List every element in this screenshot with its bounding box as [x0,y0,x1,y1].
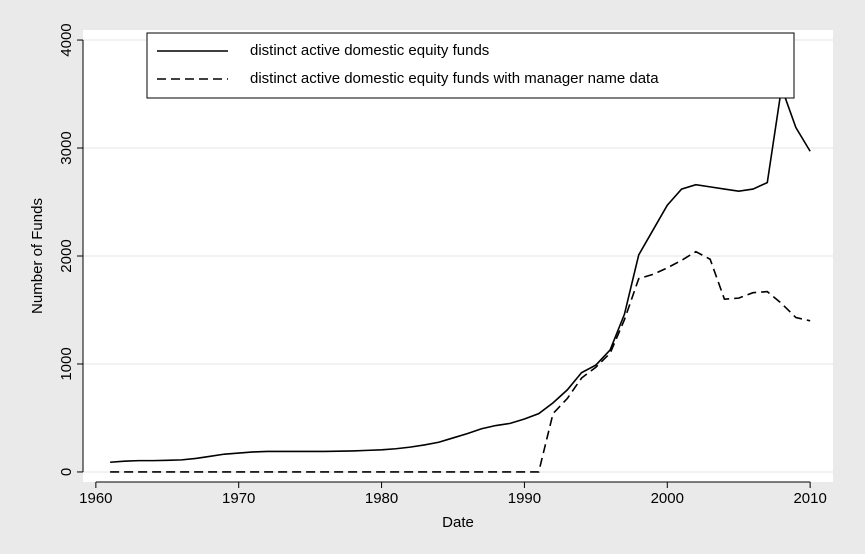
legend-box [146,32,795,99]
series-line [110,87,811,464]
x-tick-label: 1990 [508,490,541,507]
series-line [110,250,811,473]
y-tick-label: 3000 [58,131,75,164]
y-tick-label: 1000 [58,347,75,380]
x-tick-label: 1980 [365,490,398,507]
y-tick-label: 2000 [58,239,75,272]
y-axis-title: Number of Funds [29,198,46,314]
x-tick-label: 1970 [222,490,255,507]
x-tick-label: 2010 [793,490,826,507]
legend-label: distinct active domestic equity funds wi… [250,70,659,87]
x-axis-title: Date [442,514,474,531]
x-tick-label: 1960 [79,490,112,507]
legend-label: distinct active domestic equity funds [250,42,489,59]
y-tick-label: 4000 [58,23,75,56]
y-tick-label: 0 [58,468,75,476]
x-tick-label: 2000 [651,490,684,507]
